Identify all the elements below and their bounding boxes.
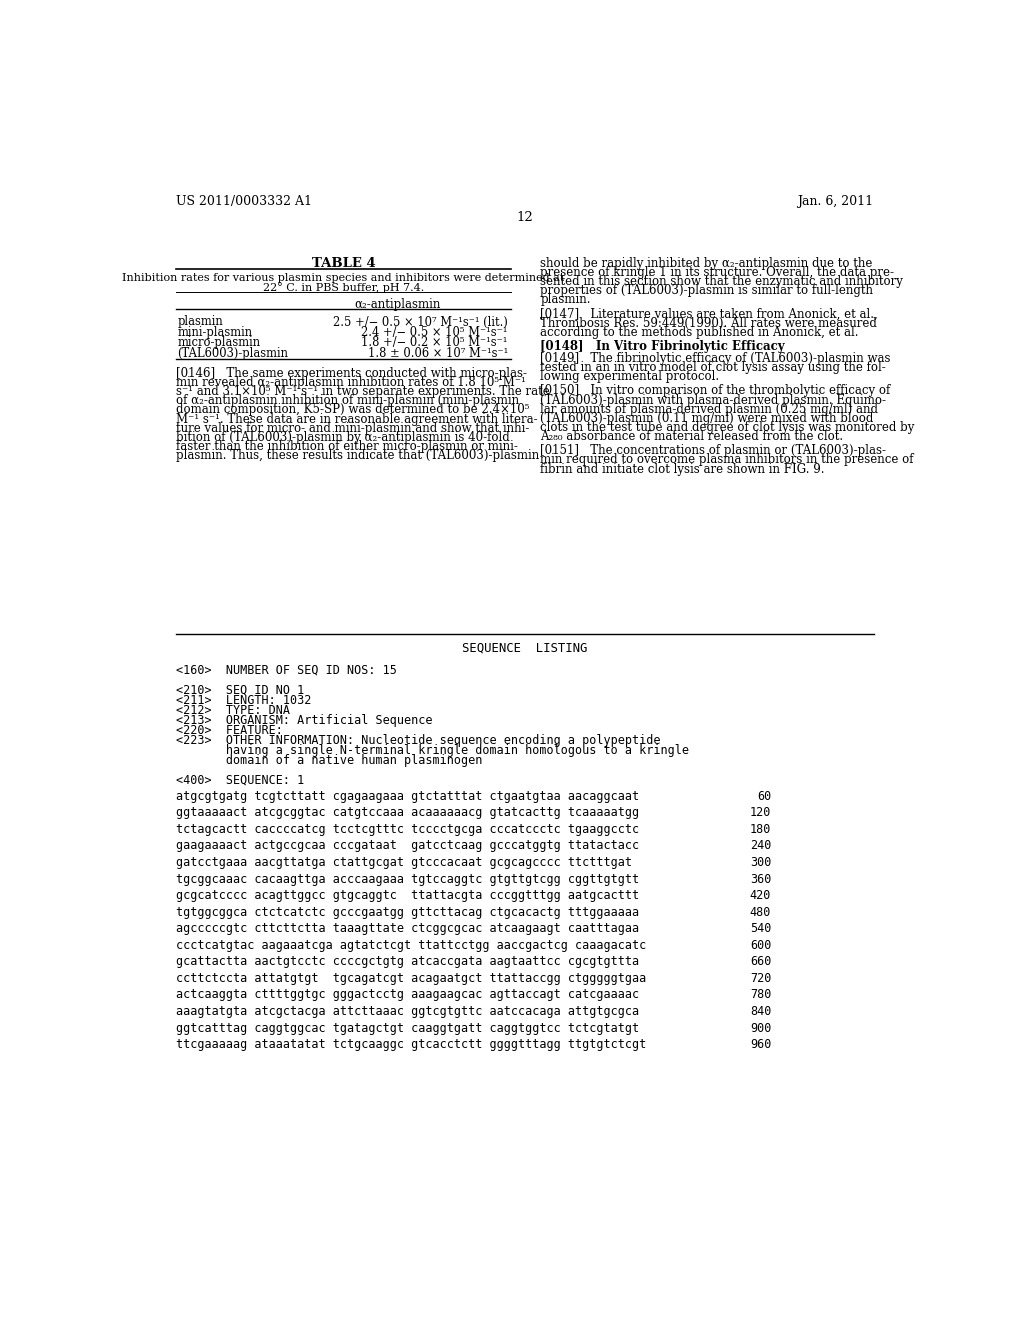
Text: atgcgtgatg tcgtcttatt cgagaagaaa gtctatttat ctgaatgtaa aacaggcaat: atgcgtgatg tcgtcttatt cgagaagaaa gtctatt… bbox=[176, 789, 639, 803]
Text: ggtcatttag caggtggcac tgatagctgt caaggtgatt caggtggtcc tctcgtatgt: ggtcatttag caggtggcac tgatagctgt caaggtg… bbox=[176, 1022, 639, 1035]
Text: <220>  FEATURE:: <220> FEATURE: bbox=[176, 723, 283, 737]
Text: 60: 60 bbox=[757, 789, 771, 803]
Text: ture values for micro- and mini-plasmin and show that inhi-: ture values for micro- and mini-plasmin … bbox=[176, 421, 529, 434]
Text: 2.5 +/− 0.5 × 10⁷ M⁻¹s⁻¹ (lit.): 2.5 +/− 0.5 × 10⁷ M⁻¹s⁻¹ (lit.) bbox=[333, 315, 508, 329]
Text: <210>  SEQ ID NO 1: <210> SEQ ID NO 1 bbox=[176, 684, 304, 697]
Text: <223>  OTHER INFORMATION: Nucleotide sequence encoding a polypeptide: <223> OTHER INFORMATION: Nucleotide sequ… bbox=[176, 734, 660, 747]
Text: clots in the test tube and degree of clot lysis was monitored by: clots in the test tube and degree of clo… bbox=[541, 421, 914, 434]
Text: [0148]   In Vitro Fibrinolytic Efficacy: [0148] In Vitro Fibrinolytic Efficacy bbox=[541, 341, 785, 354]
Text: agcccccgtc cttcttctta taaagttate ctcggcgcac atcaagaagt caatttagaa: agcccccgtc cttcttctta taaagttate ctcggcg… bbox=[176, 923, 639, 936]
Text: tgtggcggca ctctcatctc gcccgaatgg gttcttacag ctgcacactg tttggaaaaa: tgtggcggca ctctcatctc gcccgaatgg gttctta… bbox=[176, 906, 639, 919]
Text: ccctcatgtac aagaaatcga agtatctcgt ttattcctgg aaccgactcg caaagacatc: ccctcatgtac aagaaatcga agtatctcgt ttattc… bbox=[176, 939, 646, 952]
Text: ccttctccta attatgtgt  tgcagatcgt acagaatgct ttattaccgg ctgggggtgaa: ccttctccta attatgtgt tgcagatcgt acagaatg… bbox=[176, 972, 646, 985]
Text: faster than the inhibition of either micro-plasmin or mini-: faster than the inhibition of either mic… bbox=[176, 440, 518, 453]
Text: Jan. 6, 2011: Jan. 6, 2011 bbox=[798, 195, 873, 209]
Text: 420: 420 bbox=[750, 890, 771, 902]
Text: 720: 720 bbox=[750, 972, 771, 985]
Text: mini-plasmin: mini-plasmin bbox=[177, 326, 253, 339]
Text: α₂-antiplasmin: α₂-antiplasmin bbox=[354, 298, 441, 310]
Text: 360: 360 bbox=[750, 873, 771, 886]
Text: domain composition, K5-SP) was determined to be 2.4×10⁵: domain composition, K5-SP) was determine… bbox=[176, 404, 529, 416]
Text: <212>  TYPE: DNA: <212> TYPE: DNA bbox=[176, 704, 290, 717]
Text: Inhibition rates for various plasmin species and inhibitors were determined at: Inhibition rates for various plasmin spe… bbox=[122, 273, 564, 282]
Text: of α₂-antiplasmin inhibition of mini-plasmin (mini-plasmin: of α₂-antiplasmin inhibition of mini-pla… bbox=[176, 395, 519, 408]
Text: gaagaaaact actgccgcaa cccgataat  gatcctcaag gcccatggtg ttatactacc: gaagaaaact actgccgcaa cccgataat gatcctca… bbox=[176, 840, 639, 853]
Text: 2.4 +/− 0.5 × 10⁵ M⁻¹s⁻¹: 2.4 +/− 0.5 × 10⁵ M⁻¹s⁻¹ bbox=[361, 326, 508, 339]
Text: [0151]   The concentrations of plasmin or (TAL6003)-plas-: [0151] The concentrations of plasmin or … bbox=[541, 445, 887, 457]
Text: 240: 240 bbox=[750, 840, 771, 853]
Text: (TAL6003)-plasmin: (TAL6003)-plasmin bbox=[177, 347, 289, 359]
Text: <400>  SEQUENCE: 1: <400> SEQUENCE: 1 bbox=[176, 774, 304, 787]
Text: sented in this section show that the enzymatic and inhibitory: sented in this section show that the enz… bbox=[541, 275, 903, 288]
Text: [0146]   The same experiments conducted with micro-plas-: [0146] The same experiments conducted wi… bbox=[176, 367, 527, 380]
Text: plasmin.: plasmin. bbox=[541, 293, 591, 306]
Text: bition of (TAL6003)-plasmin by α₂-antiplasmin is 40-fold: bition of (TAL6003)-plasmin by α₂-antipl… bbox=[176, 430, 510, 444]
Text: aaagtatgta atcgctacga attcttaaac ggtcgtgttc aatccacaga attgtgcgca: aaagtatgta atcgctacga attcttaaac ggtcgtg… bbox=[176, 1005, 639, 1018]
Text: gatcctgaaa aacgttatga ctattgcgat gtcccacaat gcgcagcccc ttctttgat: gatcctgaaa aacgttatga ctattgcgat gtcccac… bbox=[176, 857, 632, 869]
Text: (TAL6003)-plasmin (0.11 mg/ml) were mixed with blood: (TAL6003)-plasmin (0.11 mg/ml) were mixe… bbox=[541, 412, 873, 425]
Text: 480: 480 bbox=[750, 906, 771, 919]
Text: TABLE 4: TABLE 4 bbox=[311, 257, 376, 271]
Text: A₂₈₀ absorbance of material released from the clot.: A₂₈₀ absorbance of material released fro… bbox=[541, 430, 844, 444]
Text: 780: 780 bbox=[750, 989, 771, 1002]
Text: actcaaggta cttttggtgc gggactcctg aaagaagcac agttaccagt catcgaaaac: actcaaggta cttttggtgc gggactcctg aaagaag… bbox=[176, 989, 639, 1002]
Text: 12: 12 bbox=[516, 211, 534, 224]
Text: tgcggcaaac cacaagttga acccaagaaa tgtccaggtc gtgttgtcgg cggttgtgtt: tgcggcaaac cacaagttga acccaagaaa tgtccag… bbox=[176, 873, 639, 886]
Text: properties of (TAL6003)-plasmin is similar to full-length: properties of (TAL6003)-plasmin is simil… bbox=[541, 284, 873, 297]
Text: 1.8 +/− 0.2 × 10⁵ M⁻¹s⁻¹: 1.8 +/− 0.2 × 10⁵ M⁻¹s⁻¹ bbox=[361, 337, 508, 350]
Text: <211>  LENGTH: 1032: <211> LENGTH: 1032 bbox=[176, 693, 311, 706]
Text: should be rapidly inhibited by α₂-antiplasmin due to the: should be rapidly inhibited by α₂-antipl… bbox=[541, 257, 872, 271]
Text: SEQUENCE  LISTING: SEQUENCE LISTING bbox=[462, 642, 588, 655]
Text: [0147]   Literature values are taken from Anonick, et al.,: [0147] Literature values are taken from … bbox=[541, 308, 878, 321]
Text: US 2011/0003332 A1: US 2011/0003332 A1 bbox=[176, 195, 312, 209]
Text: min required to overcome plasma inhibitors in the presence of: min required to overcome plasma inhibito… bbox=[541, 454, 913, 466]
Text: plasmin. Thus, these results indicate that (TAL6003)-plasmin: plasmin. Thus, these results indicate th… bbox=[176, 449, 540, 462]
Text: 960: 960 bbox=[750, 1038, 771, 1051]
Text: 900: 900 bbox=[750, 1022, 771, 1035]
Text: [0149]   The fibrinolytic efficacy of (TAL6003)-plasmin was: [0149] The fibrinolytic efficacy of (TAL… bbox=[541, 352, 891, 364]
Text: 540: 540 bbox=[750, 923, 771, 936]
Text: domain of a native human plasminogen: domain of a native human plasminogen bbox=[176, 754, 482, 767]
Text: plasmin: plasmin bbox=[177, 315, 223, 329]
Text: fibrin and initiate clot lysis are shown in FIG. 9.: fibrin and initiate clot lysis are shown… bbox=[541, 462, 824, 475]
Text: Thrombosis Res. 59:449(1990). All rates were measured: Thrombosis Res. 59:449(1990). All rates … bbox=[541, 317, 878, 330]
Text: min revealed α₂-antiplasmin inhibition rates of 1.8 10⁵ M⁻¹: min revealed α₂-antiplasmin inhibition r… bbox=[176, 376, 526, 389]
Text: <160>  NUMBER OF SEQ ID NOS: 15: <160> NUMBER OF SEQ ID NOS: 15 bbox=[176, 664, 397, 677]
Text: 1.8 ± 0.06 × 10⁷ M⁻¹s⁻¹: 1.8 ± 0.06 × 10⁷ M⁻¹s⁻¹ bbox=[368, 347, 508, 359]
Text: s⁻¹ and 3.1×10⁵ M⁻¹ s⁻¹ in two separate experiments. The rate: s⁻¹ and 3.1×10⁵ M⁻¹ s⁻¹ in two separate … bbox=[176, 385, 550, 399]
Text: ttcgaaaaag ataaatatat tctgcaaggc gtcacctctt ggggtttagg ttgtgtctcgt: ttcgaaaaag ataaatatat tctgcaaggc gtcacct… bbox=[176, 1038, 646, 1051]
Text: gcattactta aactgtcctc ccccgctgtg atcaccgata aagtaattcc cgcgtgttta: gcattactta aactgtcctc ccccgctgtg atcaccg… bbox=[176, 956, 639, 969]
Text: <213>  ORGANISM: Artificial Sequence: <213> ORGANISM: Artificial Sequence bbox=[176, 714, 432, 726]
Text: lowing experimental protocol.: lowing experimental protocol. bbox=[541, 370, 720, 383]
Text: 660: 660 bbox=[750, 956, 771, 969]
Text: tctagcactt caccccatcg tcctcgtttc tcccctgcga cccatccctc tgaaggcctc: tctagcactt caccccatcg tcctcgtttc tcccctg… bbox=[176, 822, 639, 836]
Text: M⁻¹ s⁻¹. These data are in reasonable agreement with litera-: M⁻¹ s⁻¹. These data are in reasonable ag… bbox=[176, 412, 538, 425]
Text: (TAL6003)-plasmin with plasma-derived plasmin. Equimo-: (TAL6003)-plasmin with plasma-derived pl… bbox=[541, 393, 887, 407]
Text: 120: 120 bbox=[750, 807, 771, 820]
Text: 600: 600 bbox=[750, 939, 771, 952]
Text: lar amounts of plasma-derived plasmin (0.25 mg/ml) and: lar amounts of plasma-derived plasmin (0… bbox=[541, 403, 879, 416]
Text: 840: 840 bbox=[750, 1005, 771, 1018]
Text: micro-plasmin: micro-plasmin bbox=[177, 337, 261, 350]
Text: 300: 300 bbox=[750, 857, 771, 869]
Text: 22° C. in PBS buffer, pH 7.4.: 22° C. in PBS buffer, pH 7.4. bbox=[263, 282, 424, 293]
Text: gcgcatcccc acagttggcc gtgcaggtc  ttattacgta cccggtttgg aatgcacttt: gcgcatcccc acagttggcc gtgcaggtc ttattacg… bbox=[176, 890, 639, 902]
Text: [0150]   In vitro comparison of the thrombolytic efficacy of: [0150] In vitro comparison of the thromb… bbox=[541, 384, 891, 397]
Text: having a single N-terminal kringle domain homologous to a kringle: having a single N-terminal kringle domai… bbox=[176, 743, 689, 756]
Text: 180: 180 bbox=[750, 822, 771, 836]
Text: tested in an in vitro model of clot lysis assay using the fol-: tested in an in vitro model of clot lysi… bbox=[541, 360, 886, 374]
Text: according to the methods published in Anonick, et al.: according to the methods published in An… bbox=[541, 326, 859, 339]
Text: ggtaaaaact atcgcggtac catgtccaaa acaaaaaacg gtatcacttg tcaaaaatgg: ggtaaaaact atcgcggtac catgtccaaa acaaaaa… bbox=[176, 807, 639, 820]
Text: presence of kringle 1 in its structure. Overall, the data pre-: presence of kringle 1 in its structure. … bbox=[541, 267, 894, 279]
